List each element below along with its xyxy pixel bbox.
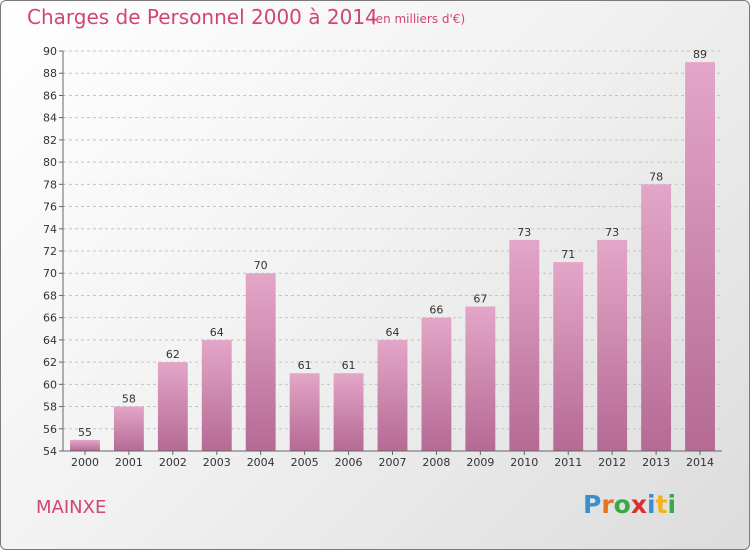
bar: [157, 362, 188, 451]
y-tick-label: 90: [43, 45, 57, 58]
logo-letter: t: [655, 490, 668, 519]
bar: [465, 306, 496, 451]
x-tick-label: 2010: [510, 456, 538, 469]
bar: [685, 62, 715, 451]
data-label: 73: [605, 226, 619, 239]
data-label: 73: [517, 226, 531, 239]
x-tick-label: 2005: [291, 456, 319, 469]
data-label: 64: [386, 326, 400, 339]
y-tick-label: 54: [43, 445, 57, 458]
labels: 2000 55 2001 58 2002 62 2003 64 2004 70 2005 61 2006…: [71, 48, 714, 469]
x-tick-label: 2007: [379, 456, 407, 469]
y-tick-label: 60: [43, 378, 57, 391]
logo-letter: x: [630, 490, 647, 519]
y-tick-label: 68: [43, 289, 57, 302]
logo-letter: i: [667, 490, 677, 519]
y-tick-label: 84: [43, 112, 57, 125]
x-tick-label: 2009: [466, 456, 494, 469]
data-label: 70: [254, 259, 268, 272]
data-label: 66: [429, 304, 443, 317]
data-label: 58: [122, 393, 136, 406]
chart-subtitle: (en milliers d'€): [371, 12, 466, 26]
chart-title: Charges de Personnel 2000 à 2014: [27, 5, 378, 29]
x-tick-label: 2001: [115, 456, 143, 469]
data-label: 61: [342, 359, 356, 372]
x-tick-label: 2003: [203, 456, 231, 469]
x-tick-label: 2008: [422, 456, 450, 469]
data-label: 67: [473, 293, 487, 306]
y-tick-label: 74: [43, 223, 57, 236]
data-label: 62: [166, 348, 180, 361]
town-name: MAINXE: [36, 497, 107, 518]
x-tick-label: 2006: [335, 456, 363, 469]
y-tick-label: 80: [43, 156, 57, 169]
x-tick-label: 2012: [598, 456, 626, 469]
y-tick-label: 86: [43, 89, 57, 102]
bar: [245, 273, 276, 451]
data-label: 61: [298, 359, 312, 372]
logo-letter: o: [613, 490, 631, 519]
y-tick-label: 58: [43, 401, 57, 414]
data-label: 55: [78, 426, 92, 439]
bar: [553, 262, 584, 451]
bar: [70, 439, 100, 451]
logo-letter: i: [647, 490, 656, 519]
data-label: 78: [649, 170, 663, 183]
x-tick-label: 2011: [554, 456, 582, 469]
axes: 54 56 58 60 62 64 66 68 70 72 74 76 78 80 82 84 86 88 90: [43, 45, 722, 458]
data-label: 89: [693, 48, 707, 61]
x-tick-label: 2013: [642, 456, 670, 469]
y-tick-label: 82: [43, 134, 57, 147]
y-tick-label: 88: [43, 67, 57, 80]
bar: [641, 184, 672, 452]
x-tick-label: 2002: [159, 456, 187, 469]
bar: [333, 373, 364, 451]
y-tick-label: 78: [43, 178, 57, 191]
y-tick-label: 72: [43, 245, 57, 258]
bar: [509, 239, 540, 451]
y-tick-label: 70: [43, 267, 57, 280]
y-tick-label: 62: [43, 356, 57, 369]
y-tick-label: 64: [43, 334, 57, 347]
bar: [113, 406, 144, 451]
proxiti-logo: Proxiti: [583, 490, 676, 519]
y-tick-label: 56: [43, 423, 57, 436]
y-tick-label: 66: [43, 312, 57, 325]
bar: [201, 339, 232, 451]
bar: [597, 239, 628, 451]
data-label: 64: [210, 326, 224, 339]
x-tick-label: 2014: [686, 456, 714, 469]
logo-letter: P: [583, 490, 602, 519]
bar: [421, 317, 452, 451]
x-tick-label: 2000: [71, 456, 99, 469]
bar: [377, 339, 408, 451]
x-tick-label: 2004: [247, 456, 275, 469]
logo-letter: r: [601, 490, 614, 519]
bars: [70, 62, 715, 452]
y-tick-label: 76: [43, 201, 57, 214]
bar: [289, 373, 320, 451]
data-label: 71: [561, 248, 575, 261]
